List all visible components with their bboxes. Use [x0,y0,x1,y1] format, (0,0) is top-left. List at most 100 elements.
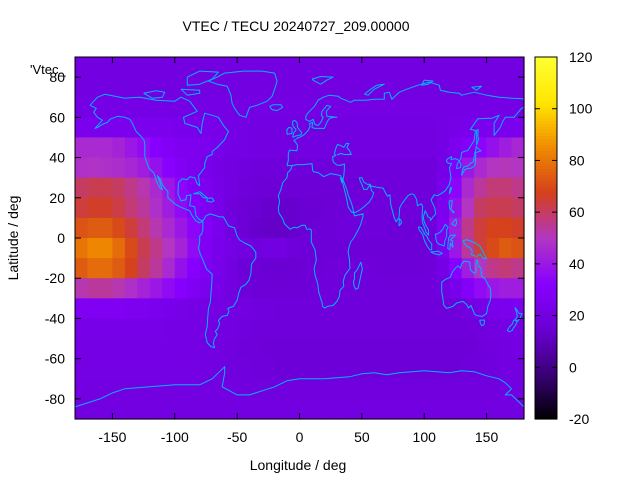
heatmap-cell [299,298,313,320]
heatmap-cell [461,358,475,380]
heatmap-cell [486,298,500,320]
heatmap-cell [112,398,126,420]
heatmap-cell [87,258,101,279]
heatmap-cell [75,398,89,420]
heatmap-cell [424,57,438,78]
colorbar-step [535,346,557,351]
heatmap-cell [87,378,101,400]
heatmap-cell [262,217,276,239]
heatmap-cell [399,137,413,159]
heatmap-cell [361,318,375,340]
heatmap-cell [336,197,350,219]
coastline [461,154,477,176]
heatmap-cell [249,77,263,98]
heatmap-cell [112,238,126,259]
heatmap-cell [436,117,450,139]
colorbar-tick-label: 0 [569,359,577,375]
heatmap-cell [336,298,350,320]
heatmap-cell [424,258,438,279]
coastline [447,234,456,250]
colorbar-step [535,406,557,411]
heatmap-cell [274,378,288,400]
heatmap-cell [511,197,525,219]
colorbar-ticks: -20 0 20 40 60 80 100 120 [535,49,593,427]
heatmap-cell [124,57,138,78]
heatmap-cell [399,97,413,118]
heatmap-cell [137,318,151,340]
heatmap-cell [149,217,163,239]
heatmap-cell [174,318,188,340]
heatmap-cell [399,157,413,179]
heatmap-cell [137,117,151,139]
heatmap-cell [187,137,201,159]
heatmap-cell [112,258,126,279]
heatmap-cell [461,197,475,219]
heatmap-cell [336,97,350,118]
colorbar-step [535,391,557,396]
heatmap-cell [436,137,450,159]
heatmap-cell [361,238,375,259]
heatmap-cell [124,358,138,380]
heatmap-cell [75,57,89,78]
heatmap-cell [386,298,400,320]
heatmap-cell [324,358,338,380]
coastline [206,197,215,203]
heatmap-cell [399,217,413,239]
heatmap-cell [199,358,213,380]
heatmap-cell [174,358,188,380]
heatmap-cell [436,358,450,380]
heatmap-cell [499,97,513,118]
x-tick-label: 50 [354,429,370,445]
heatmap-cell [474,358,488,380]
colorbar-step [535,244,557,248]
colorbar-step [535,313,557,318]
heatmap-cell [174,398,188,420]
heatmap-cell [75,97,89,118]
colorbar-step [535,364,557,369]
heatmap-cell [311,117,326,139]
colorbar-gradient [535,57,557,420]
heatmap-cell [249,238,263,259]
colorbar-step [535,274,557,278]
colorbar-step [535,126,557,130]
heatmap-cell [237,177,251,199]
colorbar-step [535,340,557,345]
x-axis-label: Longitude / deg [250,457,347,473]
coastline [514,307,523,322]
heatmap-cell [187,217,201,239]
heatmap-cell [162,197,176,219]
heatmap-cell [511,238,525,259]
heatmap-cell [311,318,326,340]
colorbar-step [535,355,557,360]
heatmap-cell [249,177,263,199]
heatmap-cell [386,197,400,219]
colorbar-step [535,138,557,143]
heatmap-cell [424,238,438,259]
coastline [448,200,455,214]
heatmap-cell [137,358,151,380]
heatmap-cell [461,217,475,239]
heatmap-cell [474,278,488,299]
heatmap-cell [349,77,363,98]
x-tick-label: 100 [413,429,437,445]
coastline [311,76,334,85]
colorbar-step [535,382,557,387]
heatmap-cell [149,298,163,320]
heatmap-cell [149,338,163,360]
heatmap-cell [99,358,114,380]
heatmap-cell [87,238,101,259]
y-tick-label: 40 [49,150,65,166]
heatmap-cell [499,57,513,78]
heatmap-cell [311,338,326,360]
heatmap-cell [449,157,463,179]
heatmap-cell [324,338,338,360]
heatmap-cell [461,398,475,420]
coastline [471,85,483,91]
colorbar-step [535,207,557,212]
heatmap-cell [174,278,188,299]
heatmap-cell [511,338,525,360]
heatmap-cell [262,77,276,98]
heatmap-cell [237,358,251,380]
heatmap-cell [137,97,151,118]
heatmap-cell [461,137,475,159]
